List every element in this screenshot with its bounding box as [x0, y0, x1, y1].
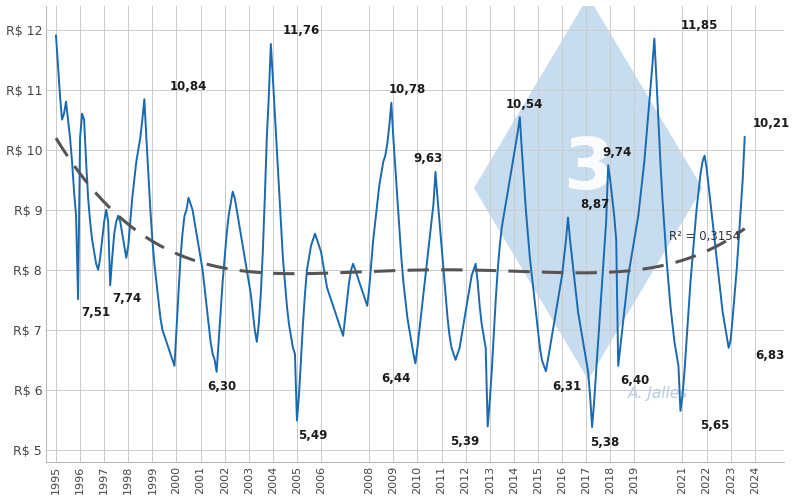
Text: 6,44: 6,44 — [382, 372, 411, 385]
Text: 5,39: 5,39 — [450, 435, 479, 448]
Text: 9,74: 9,74 — [602, 146, 632, 158]
Text: 6,30: 6,30 — [207, 380, 236, 394]
Text: 3: 3 — [563, 136, 614, 204]
Text: 10,21: 10,21 — [752, 118, 790, 130]
Text: 7,51: 7,51 — [82, 306, 111, 319]
Text: 5,38: 5,38 — [590, 436, 619, 448]
Text: 5,65: 5,65 — [700, 420, 729, 432]
Text: 10,84: 10,84 — [170, 80, 207, 92]
Text: ®: ® — [627, 101, 638, 111]
Text: 10,54: 10,54 — [506, 98, 543, 110]
Text: 8,87: 8,87 — [581, 198, 610, 211]
Text: 6,83: 6,83 — [755, 348, 784, 362]
Text: R² = 0,3154: R² = 0,3154 — [670, 230, 741, 242]
Text: 7,74: 7,74 — [113, 292, 142, 305]
Text: 10,78: 10,78 — [389, 83, 426, 96]
Text: 5,49: 5,49 — [298, 429, 327, 442]
Text: 11,76: 11,76 — [283, 24, 320, 38]
Text: A. Jalles: A. Jalles — [628, 386, 688, 401]
Polygon shape — [474, 0, 702, 380]
Text: 6,40: 6,40 — [621, 374, 650, 388]
Text: 9,63: 9,63 — [414, 152, 443, 165]
Text: 11,85: 11,85 — [681, 19, 718, 32]
Text: 6,31: 6,31 — [552, 380, 582, 392]
